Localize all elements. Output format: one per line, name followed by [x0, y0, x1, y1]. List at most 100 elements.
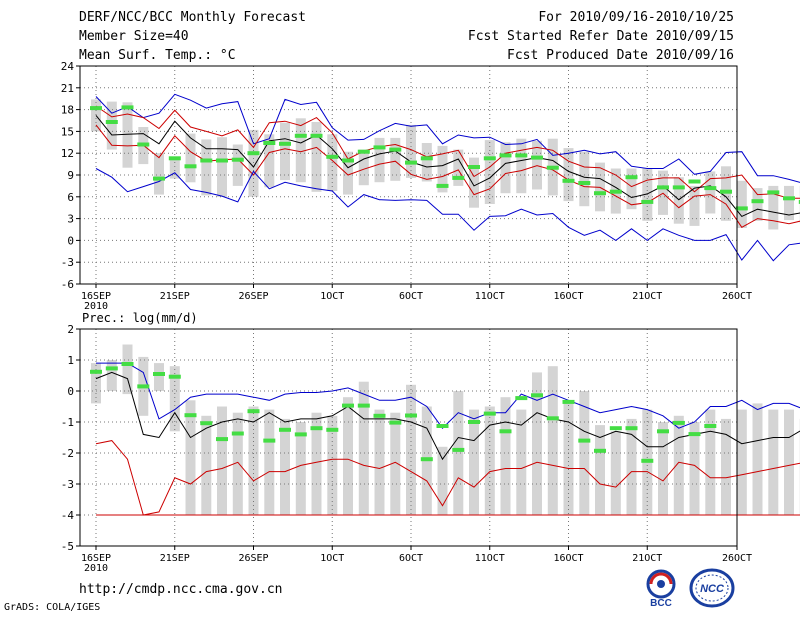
precipitation-spread-box: [673, 415, 684, 515]
precipitation-observed-marker: [704, 424, 717, 428]
temperature-spread-box: [248, 129, 259, 197]
precipitation-spread-box: [280, 418, 290, 515]
precipitation-spread-box: [768, 409, 779, 515]
temperature-observed-marker: [200, 158, 213, 163]
temperature-xtick-label: 11OCT: [475, 291, 505, 302]
precipitation-ytick-label: 0: [67, 385, 74, 398]
precipitation-observed-marker: [562, 399, 575, 404]
precipitation-spread-box: [752, 403, 763, 515]
temperature-spread-box: [752, 188, 763, 221]
temperature-spread-box: [453, 149, 464, 186]
precipitation-observed-marker: [420, 457, 433, 462]
temperature-observed-marker: [121, 105, 134, 110]
temperature-observed-marker: [578, 181, 591, 185]
temperature-observed-marker: [735, 206, 748, 211]
temperature-observed-marker: [499, 153, 512, 158]
precipitation-xtick-label: 1OCT: [320, 553, 344, 564]
precipitation-observed-marker: [499, 429, 512, 434]
temperature-xtick-label: 26SEP: [238, 291, 268, 302]
temperature-xtick-label: 26OCT: [722, 291, 752, 302]
precipitation-observed-marker: [625, 426, 638, 431]
temperature-observed-marker: [468, 165, 480, 169]
precipitation-xtick-label: 6OCT: [399, 553, 423, 564]
precipitation-spread-box: [374, 409, 385, 515]
precip-title: Prec.: log(mm/d): [82, 311, 198, 325]
precipitation-observed-marker: [389, 420, 402, 425]
precipitation-spread-box: [721, 418, 731, 515]
precipitation-frame: [79, 328, 738, 547]
precipitation-observed-marker: [326, 427, 339, 432]
precipitation-spread-box: [185, 400, 196, 515]
temperature-observed-marker: [231, 157, 244, 162]
temperature-ytick-label: 12: [61, 147, 74, 160]
temperature-observed-marker: [594, 191, 606, 196]
temperature-spread-box: [122, 102, 133, 168]
precipitation-spread-box: [784, 409, 794, 515]
temperature-observed-marker: [420, 156, 433, 161]
precipitation-spread-box: [91, 363, 101, 404]
precipitation-observed-marker: [200, 421, 213, 426]
temperature-spread-box: [169, 156, 180, 179]
precipitation-xtick-label: 16SEP: [81, 553, 111, 564]
temperature-spread-box: [705, 171, 716, 214]
temperature-observed-marker: [720, 189, 732, 194]
temperature-spread-box: [484, 140, 495, 204]
temperature-xtick-label: 16SEP: [81, 291, 111, 302]
variable-label: Mean Surf. Temp.: °C: [79, 48, 236, 63]
precipitation-spread-box: [295, 422, 306, 515]
precipitation-observed-marker: [578, 438, 591, 443]
temperature-observed-marker: [672, 185, 685, 190]
precipitation-observed-marker: [90, 369, 102, 374]
temperature-spread-box: [421, 143, 432, 182]
forecast-produced-date: Fcst Produced Date 2010/09/16: [507, 48, 734, 63]
precipitation-ytick-label: -4: [61, 509, 75, 522]
temperature-ytick-label: -3: [61, 256, 74, 269]
precipitation-observed-marker: [168, 374, 181, 379]
temperature-spread-box: [91, 99, 101, 132]
temperature-observed-marker: [688, 179, 701, 184]
temperature-observed-marker: [90, 106, 102, 111]
forecast-start-date: Fcst Started Refer Date 2010/09/15: [467, 29, 734, 44]
source-url[interactable]: http://cmdp.ncc.cma.gov.cn: [79, 582, 283, 597]
precipitation-spread-box: [217, 406, 227, 515]
precipitation-spread-box: [358, 381, 369, 515]
temperature-spread-box: [295, 118, 306, 183]
temperature-spread-box: [358, 149, 369, 186]
precipitation-xtick-label: 26SEP: [238, 553, 268, 564]
temperature-spread-box: [280, 122, 290, 181]
precipitation-observed-marker: [452, 447, 465, 452]
precipitation-xtick-label: 26OCT: [722, 553, 752, 564]
precipitation-spread-box: [484, 406, 495, 515]
temperature-line-red: [95, 105, 800, 199]
temperature-xtick-label: 16OCT: [553, 291, 583, 302]
temperature-observed-marker: [279, 141, 291, 146]
precipitation-spread-box: [469, 409, 479, 515]
precipitation-observed-marker: [436, 424, 449, 428]
precipitation-observed-marker: [468, 420, 480, 424]
temperature-observed-marker: [483, 156, 496, 161]
precipitation-spread-box: [547, 366, 558, 515]
precipitation-line-red: [95, 440, 800, 516]
precipitation-observed-marker: [594, 448, 606, 453]
temperature-spread-box: [784, 185, 794, 221]
temperature-spread-box: [500, 142, 511, 194]
temperature-xtick-label: 1OCT: [320, 291, 344, 302]
precipitation-observed-marker: [121, 362, 134, 366]
temperature-observed-marker: [357, 149, 370, 154]
temperature-observed-marker: [436, 183, 449, 188]
temperature-ytick-label: 18: [61, 104, 74, 117]
temperature-spread-box: [374, 137, 385, 183]
temperature-xtick-label: 6OCT: [399, 291, 423, 302]
precipitation-observed-marker: [657, 429, 669, 434]
precipitation-spread-box: [610, 431, 621, 515]
temperature-spread-box: [626, 168, 637, 210]
temperature-observed-marker: [216, 158, 228, 163]
precipitation-observed-marker: [279, 427, 291, 432]
temperature-spread-box: [673, 177, 684, 224]
precipitation-line-black: [95, 371, 800, 461]
precipitation-spread-box: [154, 363, 164, 391]
temperature-observed-marker: [342, 158, 354, 163]
temperature-ytick-label: 15: [61, 125, 74, 138]
precipitation-year-label: 2010: [84, 563, 108, 574]
temperature-observed-marker: [184, 164, 197, 169]
